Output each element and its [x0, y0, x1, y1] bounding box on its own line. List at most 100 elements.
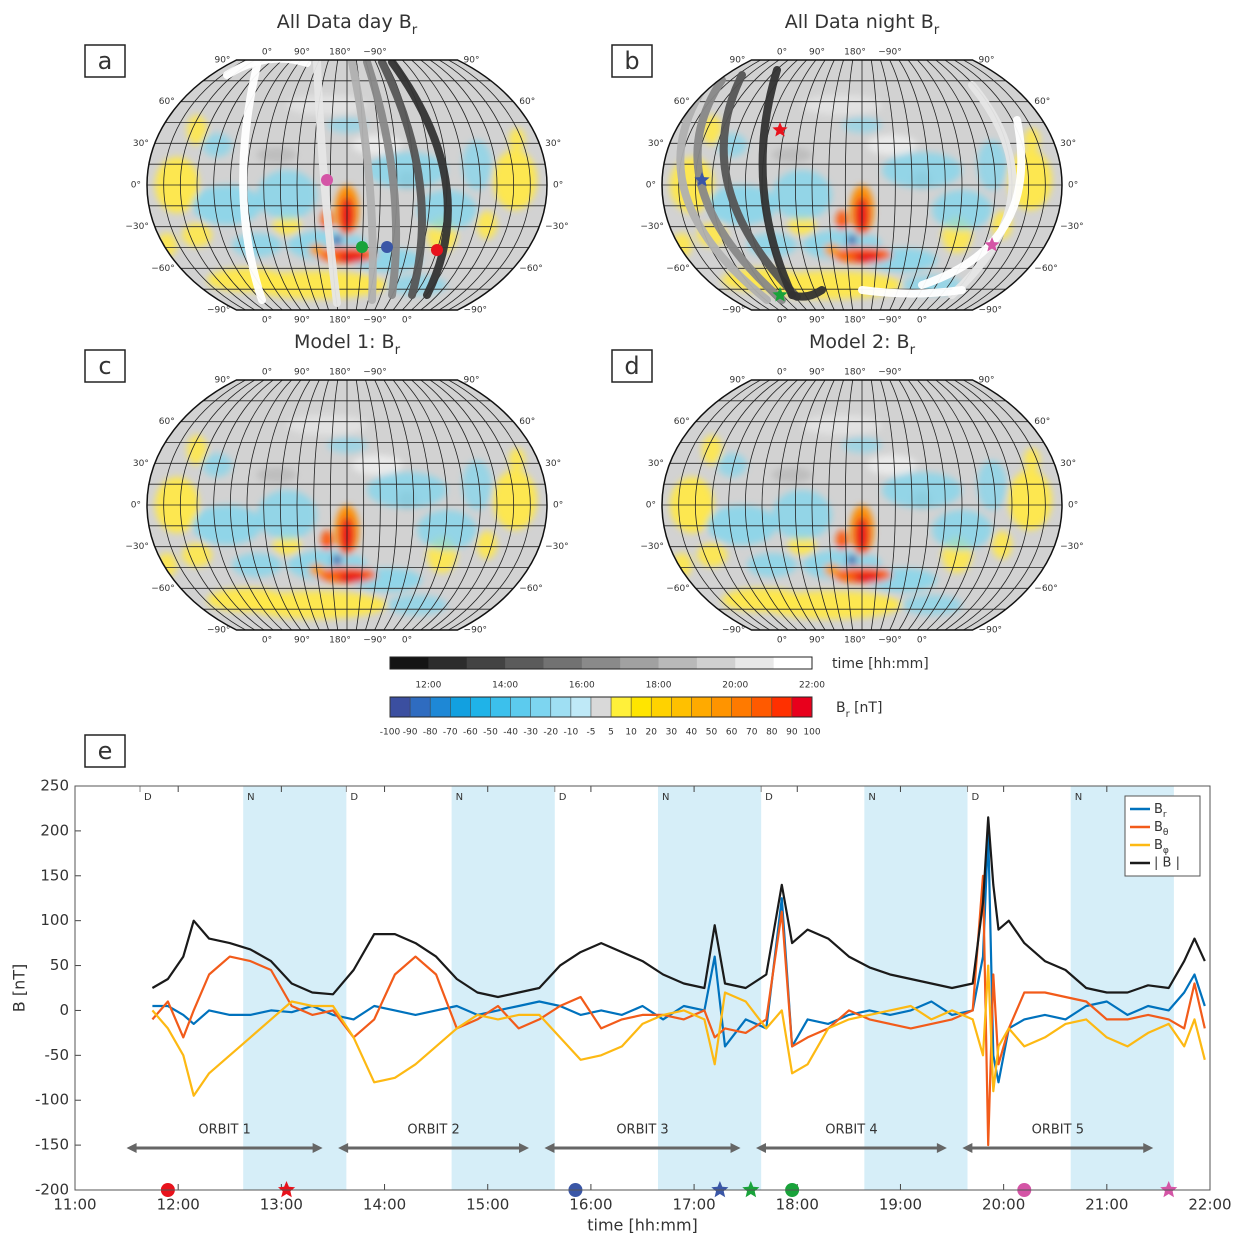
br-colorbar-segment	[691, 697, 713, 717]
x-tick-label: 16:00	[569, 1196, 612, 1214]
field-patch	[847, 555, 857, 565]
map-lat-label: 90°	[979, 56, 995, 66]
field-patch	[157, 233, 177, 257]
map-lat-label: 60°	[674, 97, 690, 107]
map-lat-label: −60°	[666, 584, 690, 594]
orbit-label: ORBIT 4	[825, 1123, 877, 1138]
y-axis-title: B [nT]	[10, 964, 29, 1012]
map-marker	[431, 244, 443, 256]
map-lat-label: −30°	[545, 542, 569, 552]
map-lat-label: 90°	[464, 376, 480, 386]
field-patch	[867, 135, 917, 155]
field-patch	[417, 510, 477, 550]
field-patch	[977, 140, 1007, 190]
orbit-track	[388, 60, 452, 299]
map-lat-label: 0°	[131, 501, 141, 511]
series-line	[152, 829, 1206, 1084]
map-lat-label: 0°	[131, 181, 141, 191]
time-colorbar-segment	[543, 657, 583, 669]
field-patch	[772, 147, 812, 163]
time-colorbar-segment	[773, 657, 813, 669]
map-lat-label: −90°	[464, 626, 488, 636]
orbit-track	[918, 116, 1026, 289]
map-lon-label: 180°	[329, 48, 351, 58]
time-colorbar-segment	[735, 657, 775, 669]
time-colorbar-segment	[620, 657, 660, 669]
period-label: N	[1075, 792, 1082, 803]
x-tick-label: 11:00	[53, 1196, 96, 1214]
br-colorbar-label: -30	[523, 728, 538, 738]
br-colorbar-label: -90	[403, 728, 418, 738]
orbit-arrowhead	[312, 1143, 323, 1153]
br-colorbar-label: 30	[666, 728, 678, 738]
field-patch	[182, 223, 212, 247]
time-colorbar-title: time [hh:mm]	[832, 656, 929, 672]
field-patch	[672, 233, 692, 257]
map-lon-label: 90°	[294, 368, 310, 378]
map-lat-label: 30°	[1060, 139, 1076, 149]
map-lon-label: 0°	[262, 316, 272, 326]
map-lon-label: 90°	[294, 316, 310, 326]
br-colorbar-segment	[651, 697, 672, 717]
map-lat-label: −30°	[545, 222, 569, 232]
map-lon-label: −90°	[878, 636, 902, 646]
series-line	[151, 964, 1206, 1097]
br-colorbar-segment	[470, 697, 491, 717]
br-colorbar-label: -20	[543, 728, 558, 738]
field-patch	[157, 553, 177, 577]
map-lon-label: 180°	[329, 368, 351, 378]
y-tick-label: 200	[40, 821, 69, 839]
field-patch	[332, 555, 342, 565]
y-tick-label: 0	[59, 1001, 69, 1019]
field-patch	[672, 553, 692, 577]
map-lon-label: 0°	[262, 368, 272, 378]
legend-label: Bφ	[1154, 838, 1169, 856]
y-tick-label: 100	[40, 911, 69, 929]
br-colorbar-label: 70	[746, 728, 758, 738]
field-patch	[802, 95, 882, 115]
orbit-track	[719, 71, 801, 301]
map-marker	[772, 287, 788, 302]
field-patch	[338, 252, 366, 262]
field-patch	[836, 530, 848, 550]
map-lat-label: −60°	[151, 264, 175, 274]
map-lat-label: 30°	[133, 139, 149, 149]
period-label: D	[972, 792, 980, 803]
map-lon-label: −90°	[878, 316, 902, 326]
x-tick-label: 17:00	[672, 1196, 715, 1214]
field-patch	[202, 453, 232, 477]
map-lat-label: 0°	[1068, 181, 1078, 191]
time-marker	[742, 1181, 760, 1198]
field-patch	[462, 140, 492, 190]
field-patch	[477, 211, 497, 239]
map-lat-label: −30°	[640, 542, 664, 552]
field-patch	[772, 170, 832, 220]
field-patch	[352, 455, 402, 475]
map-lat-label: 30°	[648, 139, 664, 149]
br-colorbar-label: 20	[646, 728, 658, 738]
orbit-track	[223, 60, 311, 79]
br-colorbar-label: 50	[706, 728, 718, 738]
field-patch	[932, 190, 992, 230]
panel-label-box	[611, 349, 653, 383]
orbit-track	[239, 61, 266, 304]
x-tick-label: 18:00	[776, 1196, 819, 1214]
map	[661, 380, 1062, 630]
orbit-track	[693, 76, 786, 304]
orbit-arrowhead	[936, 1143, 947, 1153]
map-lat-label: −90°	[979, 306, 1003, 316]
map-lat-label: 0°	[553, 501, 563, 511]
field-patch	[338, 572, 366, 582]
br-colorbar-segment	[711, 697, 733, 717]
map-lat-label: 60°	[519, 97, 535, 107]
time-colorbar-label: 22:00	[799, 681, 825, 691]
field-patch	[257, 170, 317, 220]
map-lon-label: 0°	[262, 48, 272, 58]
period-label: D	[559, 792, 567, 803]
br-colorbar-label: -80	[423, 728, 438, 738]
field-patch	[747, 553, 797, 577]
map-lon-label: −90°	[363, 316, 387, 326]
br-colorbar-segment	[671, 697, 692, 717]
br-colorbar-segment	[550, 697, 572, 717]
